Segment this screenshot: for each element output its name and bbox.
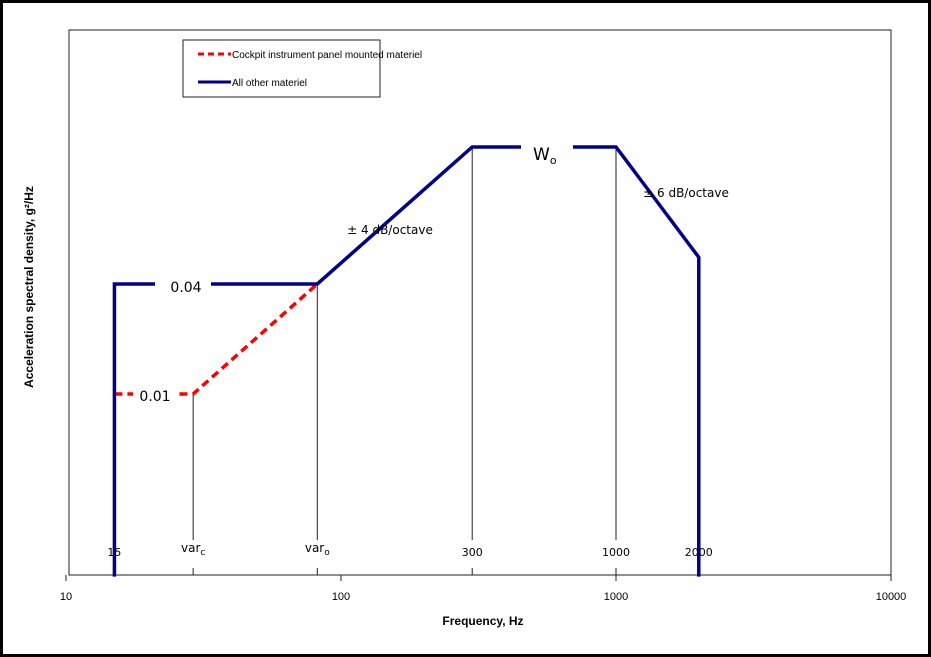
chart: 15 varc varo 300 1000 2000 10 100 1000 10000 Acc… (22, 29, 907, 628)
slope-up-label: ± 4 dB/octave (347, 223, 433, 237)
series-line-1 (112, 145, 701, 577)
reference-label: 300 (462, 546, 483, 559)
legend-label-other: All other materiel (232, 78, 307, 89)
y-axis-label: Acceleration spectral density, g²/Hz (22, 186, 36, 388)
series-line-0 (114, 282, 319, 396)
reference-label: varc (181, 541, 205, 558)
reference-label: varo (305, 541, 330, 558)
plot-area (68, 29, 892, 576)
level-low-label: 0.01 (139, 389, 170, 405)
x-axis-label: Frequency, Hz (442, 614, 523, 628)
reference-label: 1000 (602, 546, 630, 559)
legend: Cockpit instrument panel mounted materie… (182, 39, 422, 98)
x-tick-label: 10000 (876, 591, 907, 603)
level-high-label: 0.04 (170, 280, 201, 296)
x-tick-label: 10 (60, 591, 72, 603)
x-tick-label: 100 (332, 591, 350, 603)
slope-down-label: ± 6 dB/octave (643, 186, 729, 200)
legend-label-cockpit: Cockpit instrument panel mounted materie… (232, 50, 422, 61)
x-tick-label: 1000 (604, 591, 628, 603)
